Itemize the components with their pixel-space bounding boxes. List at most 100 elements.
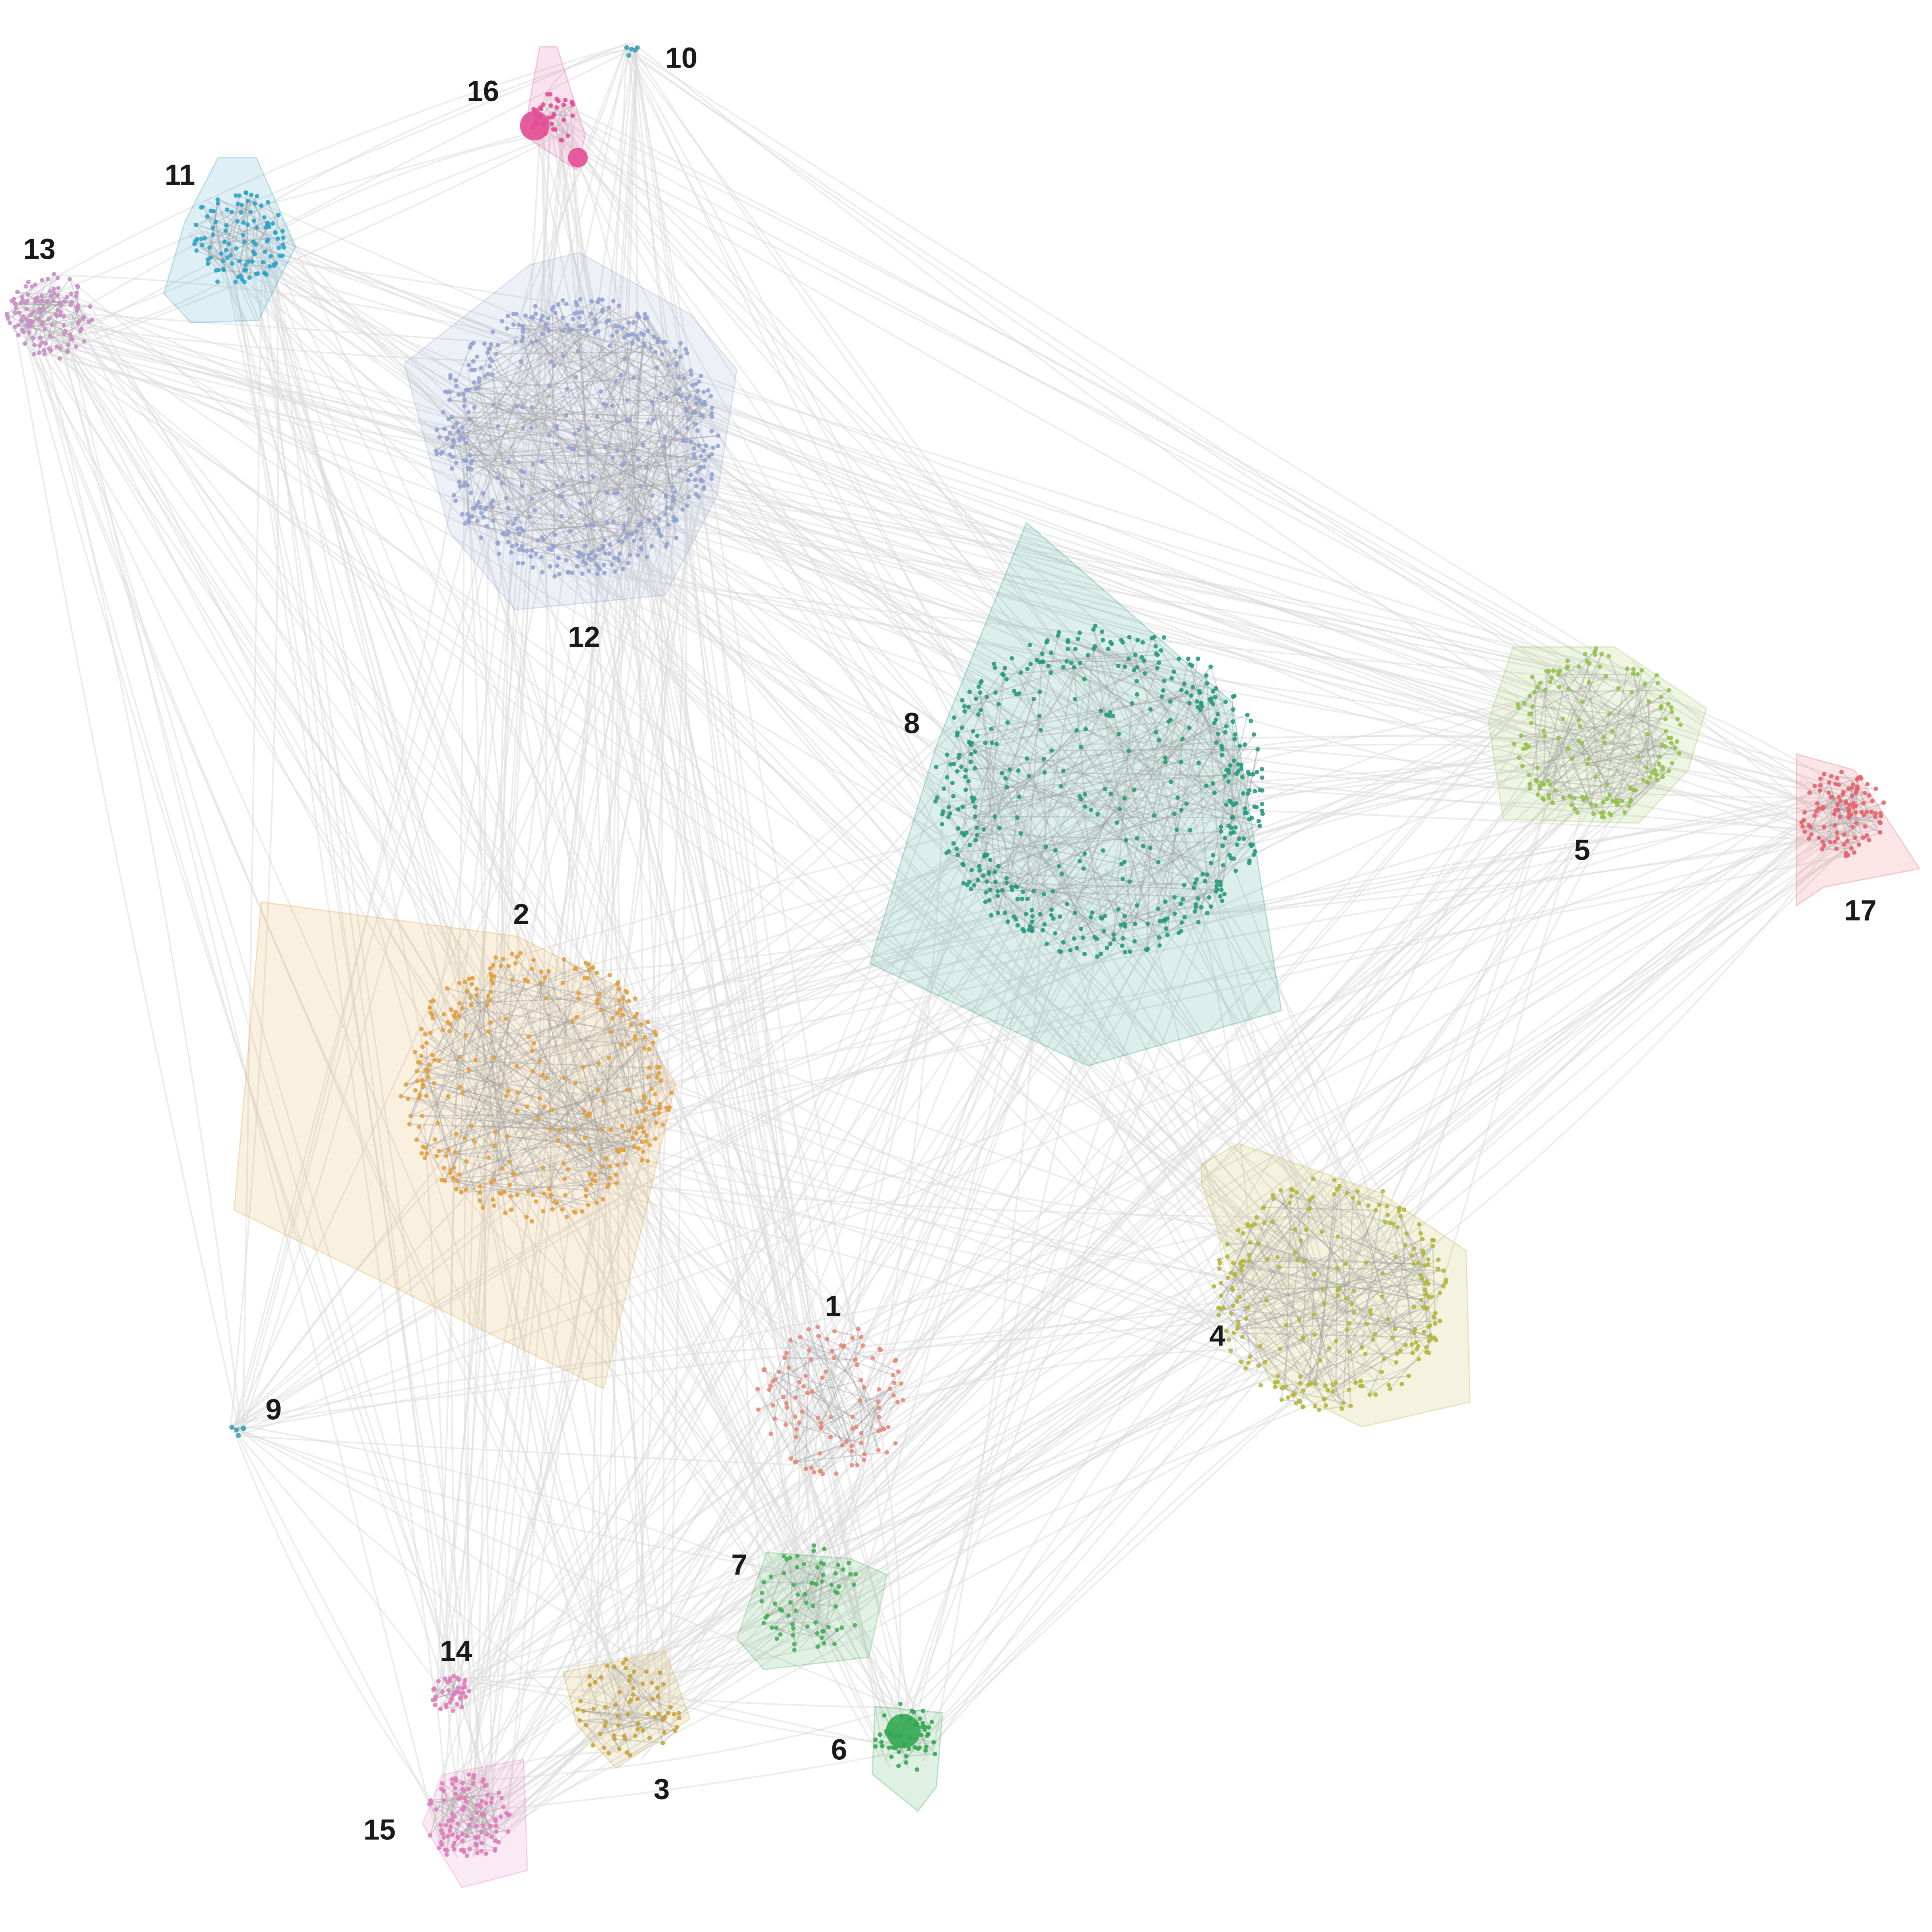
cluster-12-internal-edge xyxy=(477,448,694,522)
cluster-17-node xyxy=(1855,784,1860,789)
cluster-2-internal-edge xyxy=(439,1150,510,1162)
cluster-17-node xyxy=(1802,810,1807,815)
cluster-7-node xyxy=(833,1604,838,1609)
cluster-1-node xyxy=(829,1415,833,1419)
cluster-2-node xyxy=(437,1149,441,1154)
cluster-1-internal-edge xyxy=(764,1369,879,1432)
cluster-12-internal-edge xyxy=(642,356,681,446)
cluster-12-node xyxy=(541,488,546,493)
cluster-4-node xyxy=(1283,1385,1288,1389)
cluster-17-node xyxy=(1827,780,1832,785)
cluster-8-node xyxy=(1194,902,1199,907)
cluster-3-internal-edge xyxy=(589,1684,606,1726)
cluster-12-node xyxy=(709,476,714,481)
cluster-12-node xyxy=(477,376,481,381)
cluster-17-internal-edge xyxy=(1838,778,1858,786)
cluster-8-node xyxy=(1195,656,1200,661)
cluster-7-internal-edge xyxy=(764,1622,816,1624)
cluster-4-node xyxy=(1381,1189,1385,1194)
cluster-8-node xyxy=(1187,725,1192,730)
cluster-12-node xyxy=(663,436,667,440)
cluster-12-node xyxy=(552,574,557,579)
cluster-2-node xyxy=(514,1064,519,1069)
cluster-2-node xyxy=(480,1205,485,1210)
cluster-17-node xyxy=(1849,846,1854,851)
cluster-8-internal-edge xyxy=(1212,691,1252,846)
cluster-12-node xyxy=(506,529,511,534)
cluster-12-node xyxy=(671,499,675,504)
cluster-7-internal-edge xyxy=(817,1574,851,1647)
cluster-8-internal-edge xyxy=(985,743,996,872)
cluster-12-node xyxy=(607,344,612,349)
cluster-2-internal-edge xyxy=(586,991,627,1190)
cluster-2-node xyxy=(463,1033,468,1038)
cluster-12-node xyxy=(706,388,710,393)
cluster-13-node xyxy=(62,314,66,319)
cluster-2-internal-edge xyxy=(531,968,591,1150)
cluster-12-internal-edge xyxy=(549,388,568,436)
cluster-8-internal-edge xyxy=(966,662,1160,833)
cluster-2-node xyxy=(629,1022,634,1027)
cluster-12-node xyxy=(636,457,641,462)
cluster-8-node xyxy=(1179,929,1183,933)
cluster-5-internal-edge xyxy=(1587,746,1666,765)
edge-13-15-525 xyxy=(43,291,500,1831)
cluster-8-node xyxy=(1028,662,1033,667)
cluster-15-node xyxy=(489,1800,494,1805)
cluster-2-node xyxy=(477,1198,482,1203)
cluster-1-node xyxy=(797,1420,802,1425)
cluster-4-internal-edge xyxy=(1406,1233,1424,1254)
cluster-2-node xyxy=(432,1057,437,1062)
cluster-2-internal-edge xyxy=(599,983,618,995)
cluster-2-node xyxy=(572,1127,577,1132)
edge-2-6-86 xyxy=(493,1199,923,1728)
cluster-15 xyxy=(422,1759,528,1889)
cluster-2-internal-edge xyxy=(465,1089,628,1190)
cluster-5-node xyxy=(1608,793,1612,798)
cluster-1-internal-edge xyxy=(834,1331,861,1338)
cluster-2-internal-edge xyxy=(552,1187,608,1210)
cluster-1-node xyxy=(817,1451,822,1456)
cluster-4-node xyxy=(1349,1301,1354,1306)
cluster-12-internal-edge xyxy=(468,446,665,469)
cluster-12-node xyxy=(520,561,525,566)
cluster-17-node xyxy=(1850,793,1854,798)
cluster-12-node xyxy=(610,456,615,460)
cluster-2-node xyxy=(469,1003,473,1008)
cluster-8-node xyxy=(1230,719,1235,724)
cluster-2-internal-edge xyxy=(528,1000,629,1038)
cluster-4-internal-edge xyxy=(1220,1196,1313,1296)
cluster-3-node xyxy=(656,1711,661,1716)
cluster-2-node xyxy=(541,1209,545,1214)
cluster-12-node xyxy=(665,505,669,510)
cluster-2-internal-edge xyxy=(450,977,546,1174)
cluster-12-internal-edge xyxy=(665,365,677,515)
cluster-12-internal-edge xyxy=(436,330,648,455)
cluster-4-node xyxy=(1335,1265,1340,1270)
cluster-12-node xyxy=(601,545,606,549)
cluster-12-node xyxy=(506,460,511,464)
cluster-8-node xyxy=(1045,638,1050,643)
cluster-5-internal-edge xyxy=(1608,656,1657,775)
cluster-8-internal-edge xyxy=(1019,640,1048,694)
cluster-8-node xyxy=(1120,877,1125,881)
cluster-8-node xyxy=(1172,811,1177,816)
cluster-12-node xyxy=(697,443,702,448)
cluster-8-internal-edge xyxy=(994,730,1077,817)
cluster-11-node xyxy=(215,197,220,202)
cluster-4-internal-edge xyxy=(1361,1191,1384,1348)
cluster-1-internal-edge xyxy=(799,1371,827,1423)
cluster-4-node xyxy=(1413,1327,1417,1331)
cluster-2-node xyxy=(446,1020,450,1025)
cluster-11-node xyxy=(273,230,278,235)
edge-8-10-394 xyxy=(626,49,1207,856)
cluster-8-node xyxy=(1194,877,1199,882)
cluster-12-internal-edge xyxy=(490,503,499,544)
cluster-2-node xyxy=(580,1209,584,1214)
cluster-8-internal-edge xyxy=(1122,642,1135,671)
edge-4-5-208 xyxy=(1430,741,1603,1321)
cluster-2-internal-edge xyxy=(411,1113,590,1117)
cluster-5-internal-edge xyxy=(1537,753,1680,769)
cluster-5-internal-edge xyxy=(1558,671,1606,743)
cluster-4-internal-edge xyxy=(1267,1259,1414,1265)
